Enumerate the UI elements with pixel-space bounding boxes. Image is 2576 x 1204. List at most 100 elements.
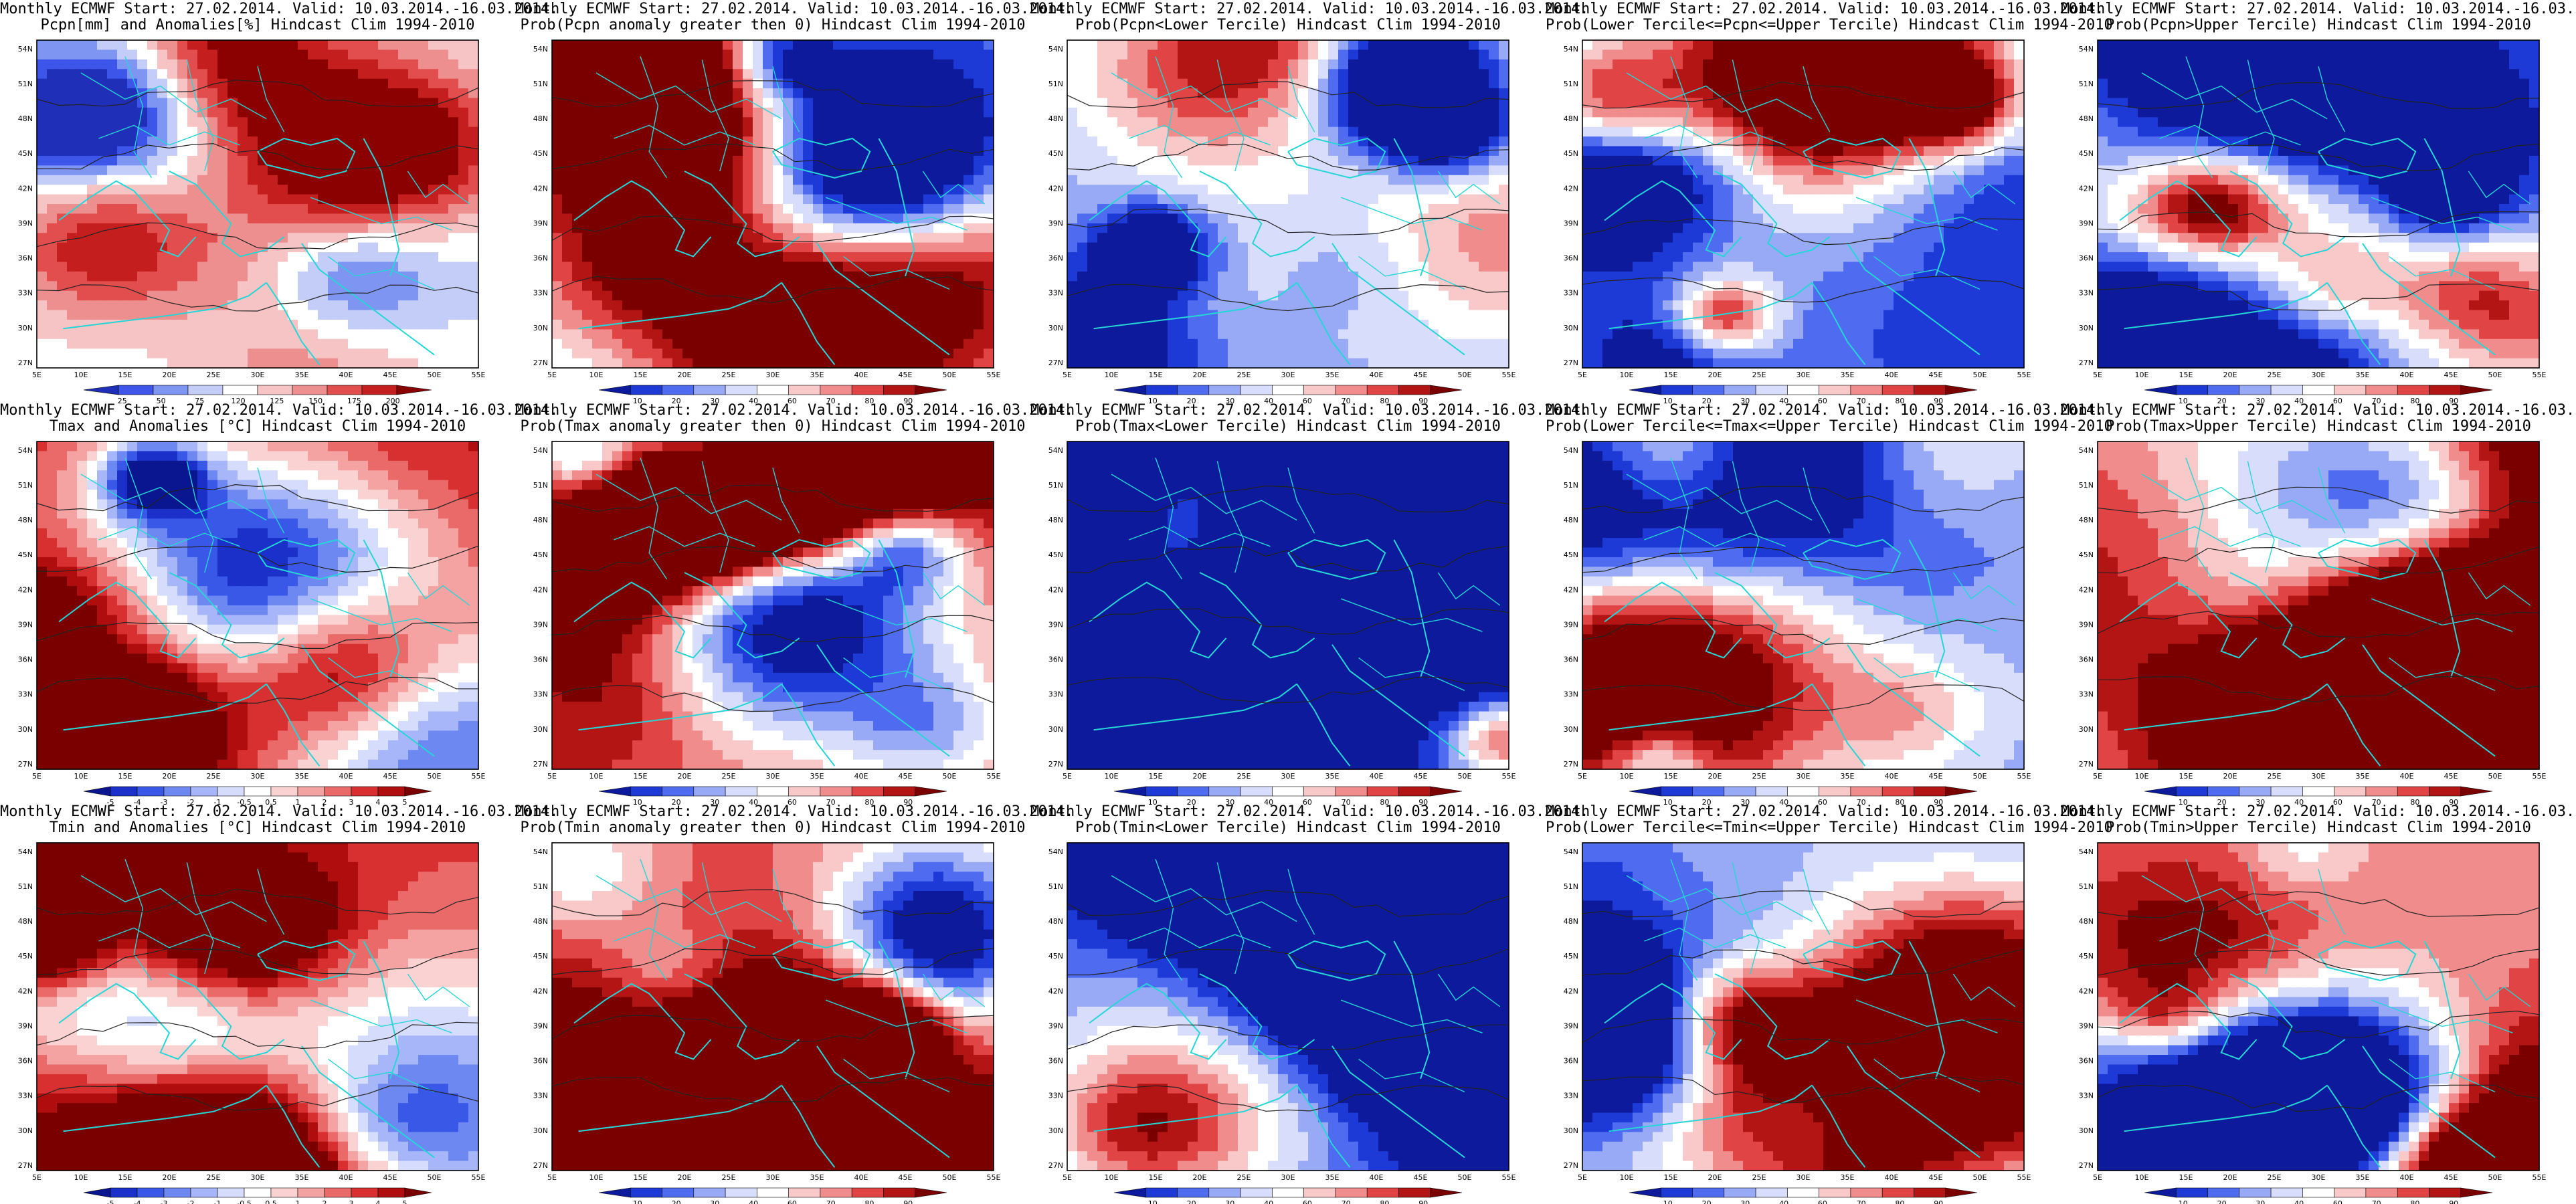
colorbar-label: 200 bbox=[386, 397, 400, 405]
panel-title-line1: Monthly ECMWF Start: 27.02.2014. Valid: … bbox=[0, 804, 558, 820]
lat-label: 42N bbox=[1048, 184, 1063, 193]
panel-title-line2: Prob(Tmax<Lower Tercile) Hindcast Clim 1… bbox=[1030, 419, 1546, 435]
lon-label: 30E bbox=[1281, 371, 1295, 379]
panel-title-line2: Prob(Pcpn<Lower Tercile) Hindcast Clim 1… bbox=[1030, 17, 1546, 33]
lat-label: 36N bbox=[18, 254, 33, 263]
panel-title-line1: Monthly ECMWF Start: 27.02.2014. Valid: … bbox=[0, 1, 558, 17]
colorbar-2: 10 20 30 40 60 70 80 90 bbox=[1113, 385, 1463, 405]
lat-label: 33N bbox=[18, 289, 33, 298]
lat-label: 30N bbox=[533, 324, 548, 332]
panel-tmax-3: Monthly ECMWF Start: 27.02.2014. Valid: … bbox=[1546, 401, 2113, 803]
panel-title-line1: Monthly ECMWF Start: 27.02.2014. Valid: … bbox=[515, 804, 1073, 820]
lon-label: 45E bbox=[899, 371, 913, 379]
lat-label: 54N bbox=[1048, 45, 1063, 54]
lat-label: 45N bbox=[533, 149, 548, 158]
lon-label: 15E bbox=[118, 371, 132, 379]
panel-tmin-1: Monthly ECMWF Start: 27.02.2014. Valid: … bbox=[515, 803, 1073, 1204]
lon-label: 25E bbox=[722, 371, 736, 379]
panel-title-line2: Prob(Tmin>Upper Tercile) Hindcast Clim 1… bbox=[2061, 820, 2576, 836]
panel-title-line1: Monthly ECMWF Start: 27.02.2014. Valid: … bbox=[1546, 1, 2104, 17]
panel-title-line2: Tmin and Anomalies [°C] Hindcast Clim 19… bbox=[0, 820, 515, 836]
panel-tmin-3: Monthly ECMWF Start: 27.02.2014. Valid: … bbox=[1546, 803, 2113, 1204]
panel-title-line1: Monthly ECMWF Start: 27.02.2014. Valid: … bbox=[1546, 403, 2104, 419]
colorbar-label: 70 bbox=[826, 397, 836, 405]
panel-tmax-4: Monthly ECMWF Start: 27.02.2014. Valid: … bbox=[2061, 401, 2576, 803]
panel-title-line1: Monthly ECMWF Start: 27.02.2014. Valid: … bbox=[1030, 1, 1588, 17]
colorbar-label: 60 bbox=[788, 397, 797, 405]
lat-label: 27N bbox=[533, 359, 548, 367]
lon-label: 10E bbox=[1105, 371, 1119, 379]
lat-label: 33N bbox=[533, 289, 548, 298]
lon-label: 40E bbox=[1370, 371, 1384, 379]
panel-pcpn-4: Monthly ECMWF Start: 27.02.2014. Valid: … bbox=[2061, 0, 2576, 401]
lon-label: 40E bbox=[339, 371, 353, 379]
lon-label: 55E bbox=[1502, 371, 1516, 379]
lat-label: 36N bbox=[533, 254, 548, 263]
lat-label: 39N bbox=[533, 219, 548, 228]
panel-tmax-2: Monthly ECMWF Start: 27.02.2014. Valid: … bbox=[1030, 401, 1588, 803]
panel-title-line2: Prob(Tmax>Upper Tercile) Hindcast Clim 1… bbox=[2061, 419, 2576, 435]
lat-label: 36N bbox=[1048, 254, 1063, 263]
panel-title-line2: Pcpn[mm] and Anomalies[%] Hindcast Clim … bbox=[0, 17, 515, 33]
panel-title-line2: Prob(Pcpn>Upper Tercile) Hindcast Clim 1… bbox=[2061, 17, 2576, 33]
lon-label: 25E bbox=[1237, 371, 1251, 379]
colorbar-label: 30 bbox=[710, 397, 719, 405]
lon-label: 5E bbox=[547, 371, 557, 379]
lat-label: 39N bbox=[18, 219, 33, 228]
lon-label: 35E bbox=[1325, 371, 1340, 379]
panel-title-line2: Prob(Lower Tercile<=Pcpn<=Upper Tercile)… bbox=[1546, 17, 2113, 33]
colorbar-1: 10 20 30 40 60 70 80 90 bbox=[598, 385, 947, 405]
panel-tmin-2: Monthly ECMWF Start: 27.02.2014. Valid: … bbox=[1030, 803, 1588, 1204]
lat-label: 30N bbox=[1048, 324, 1063, 332]
panel-title-line1: Monthly ECMWF Start: 27.02.2014. Valid: … bbox=[2061, 1, 2576, 17]
map-1: 27N 30N 33N 36N 39N 42N 45N 48N 51N 54N 5E 10E 15E 20… bbox=[533, 39, 1001, 379]
lon-label: 15E bbox=[634, 371, 648, 379]
panel-pcpn-3: Monthly ECMWF Start: 27.02.2014. Valid: … bbox=[1546, 0, 2113, 401]
lon-label: 50E bbox=[428, 371, 442, 379]
colorbar-label: 25 bbox=[118, 397, 127, 405]
lon-label: 15E bbox=[1149, 371, 1163, 379]
lon-label: 55E bbox=[472, 371, 486, 379]
panel-title-line2: Tmax and Anomalies [°C] Hindcast Clim 19… bbox=[0, 419, 515, 435]
panel-title-line2: Prob(Pcpn anomaly greater then 0) Hindca… bbox=[515, 17, 1030, 33]
lat-label: 27N bbox=[1048, 359, 1063, 367]
panel-tmin-4: Monthly ECMWF Start: 27.02.2014. Valid: … bbox=[2061, 803, 2576, 1204]
panel-pcpn-1: Monthly ECMWF Start: 27.02.2014. Valid: … bbox=[515, 0, 1073, 401]
lon-label: 5E bbox=[1063, 371, 1072, 379]
lat-label: 45N bbox=[1048, 149, 1063, 158]
colorbar-label: 175 bbox=[347, 397, 361, 405]
lon-label: 50E bbox=[1458, 371, 1472, 379]
colorbar-label: 150 bbox=[308, 397, 323, 405]
lat-label: 30N bbox=[18, 324, 33, 332]
lat-label: 54N bbox=[533, 45, 548, 54]
map-0: 27N 30N 33N 36N 39N 42N 45N 48N 51N 54N 5E 10E 15E 20… bbox=[18, 39, 486, 379]
lon-label: 35E bbox=[810, 371, 824, 379]
panel-title-line1: Monthly ECMWF Start: 27.02.2014. Valid: … bbox=[0, 403, 558, 419]
lon-label: 5E bbox=[32, 371, 41, 379]
colorbar-label: 20 bbox=[672, 397, 681, 405]
panel-title-line2: Prob(Tmax anomaly greater then 0) Hindca… bbox=[515, 419, 1030, 435]
colorbar-label: 125 bbox=[270, 397, 284, 405]
lon-label: 20E bbox=[163, 371, 177, 379]
lon-label: 20E bbox=[678, 371, 692, 379]
lon-label: 25E bbox=[207, 371, 221, 379]
panel-title-line1: Monthly ECMWF Start: 27.02.2014. Valid: … bbox=[2061, 804, 2576, 820]
panel-pcpn-2: Monthly ECMWF Start: 27.02.2014. Valid: … bbox=[1030, 0, 1588, 401]
lon-label: 10E bbox=[74, 371, 88, 379]
colorbar-0: 25 50 75 120 125 150 175 200 bbox=[83, 385, 432, 405]
panel-tmax-0: Monthly ECMWF Start: 27.02.2014. Valid: … bbox=[0, 401, 558, 803]
panel-title-line1: Monthly ECMWF Start: 27.02.2014. Valid: … bbox=[515, 403, 1073, 419]
lat-label: 27N bbox=[18, 359, 33, 367]
lon-label: 55E bbox=[987, 371, 1001, 379]
lon-label: 35E bbox=[295, 371, 309, 379]
lon-label: 40E bbox=[854, 371, 868, 379]
colorbar-label: 90 bbox=[903, 397, 913, 405]
colorbar-label: 80 bbox=[864, 397, 874, 405]
panel-title-line1: Monthly ECMWF Start: 27.02.2014. Valid: … bbox=[515, 1, 1073, 17]
lat-label: 42N bbox=[533, 184, 548, 193]
panel-tmin-0: Monthly ECMWF Start: 27.02.2014. Valid: … bbox=[0, 803, 558, 1204]
panel-title-line2: Prob(Lower Tercile<=Tmax<=Upper Tercile)… bbox=[1546, 419, 2113, 435]
lon-label: 30E bbox=[766, 371, 780, 379]
colorbar-label: 50 bbox=[157, 397, 166, 405]
